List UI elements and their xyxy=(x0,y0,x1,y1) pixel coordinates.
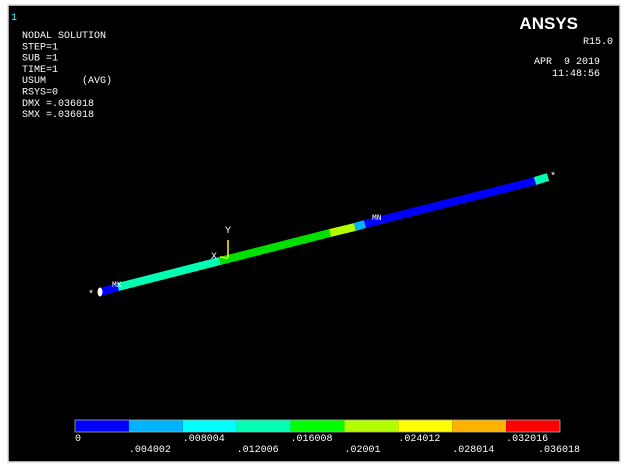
legend-swatch xyxy=(75,420,129,432)
info-line: STEP=1 xyxy=(22,42,58,53)
legend-swatch xyxy=(452,420,506,432)
info-line: SUB =1 xyxy=(22,54,58,65)
legend-label: .02001 xyxy=(344,445,380,456)
info-line: DMX =.036018 xyxy=(22,99,94,110)
info-line: RSYS=0 xyxy=(22,88,58,99)
max-label: MX xyxy=(112,281,122,290)
legend-label: 0 xyxy=(75,434,81,445)
legend-label: .004002 xyxy=(129,445,171,456)
legend-label: .028014 xyxy=(452,445,494,456)
date: APR 9 2019 xyxy=(534,57,600,68)
end-marker: * xyxy=(550,171,556,183)
min-label: MN xyxy=(372,214,382,223)
end-marker: * xyxy=(88,289,94,301)
axis-label: X xyxy=(211,252,217,263)
legend-label: .008004 xyxy=(183,434,225,445)
info-line: USUM (AVG) xyxy=(22,75,112,87)
legend-swatch xyxy=(237,420,291,432)
version: R15.0 xyxy=(583,37,613,48)
info-line: SMX =.036018 xyxy=(22,110,94,121)
window-number: 1 xyxy=(11,13,17,24)
info-line: NODAL SOLUTION xyxy=(22,31,106,42)
legend-swatch xyxy=(398,420,452,432)
legend-swatch xyxy=(506,420,560,432)
logo: ANSYS xyxy=(519,14,578,33)
ansys-window: 1 ANSYS R15.0 APR 9 2019 11:48:56 Y X MN… xyxy=(0,0,628,469)
axis-label: Y xyxy=(225,226,231,237)
legend-swatch xyxy=(183,420,237,432)
legend-label: .032016 xyxy=(506,434,548,445)
info-line: TIME=1 xyxy=(22,65,58,76)
legend-label: .024012 xyxy=(398,434,440,445)
time: 11:48:56 xyxy=(552,69,600,80)
legend-swatch xyxy=(291,420,345,432)
legend-label: .016008 xyxy=(291,434,333,445)
legend-swatch xyxy=(344,420,398,432)
legend-swatch xyxy=(129,420,183,432)
legend-label: .012006 xyxy=(237,445,279,456)
legend-label: .036018 xyxy=(538,445,580,456)
